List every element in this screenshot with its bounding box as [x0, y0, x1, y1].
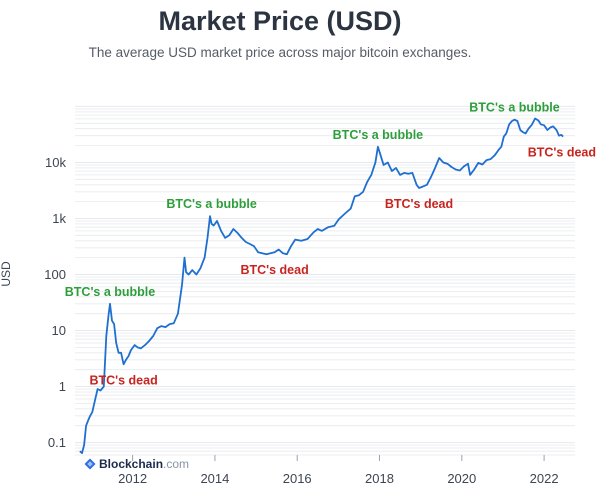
- x-tick-label: 2020: [447, 471, 476, 486]
- x-tick-label: 2012: [118, 471, 147, 486]
- blockchain-branding[interactable]: Blockchain .com: [84, 457, 189, 471]
- x-tick-label: 2022: [530, 471, 559, 486]
- y-tick-label: 100: [44, 267, 66, 282]
- annotation-bubble: BTC's a bubble: [166, 197, 257, 211]
- chart-title: Market Price (USD): [158, 6, 402, 36]
- x-tick-label: 2014: [200, 471, 229, 486]
- price-line: [79, 117, 564, 454]
- annotation-dead: BTC's dead: [240, 263, 308, 277]
- y-axis-label: USD: [0, 261, 13, 287]
- annotations: BTC's a bubble BTC's dead BTC's a bubble BT…: [65, 101, 596, 388]
- annotation-bubble: BTC's a bubble: [333, 128, 424, 142]
- annotation-dead: BTC's dead: [385, 197, 453, 211]
- annotation-dead: BTC's dead: [89, 373, 157, 387]
- y-tick-label: 10: [52, 323, 66, 338]
- brand-tld: .com: [163, 457, 190, 471]
- y-tick-label: 1: [59, 379, 66, 394]
- y-tick-label: 1k: [52, 211, 66, 226]
- y-tick-label: 0.1: [48, 435, 66, 450]
- blockchain-logo-icon: [84, 458, 96, 470]
- x-axis-ticks: 2012 2014 2016 2018 2020 2022: [118, 455, 559, 486]
- grid-lines: [75, 105, 575, 456]
- annotation-bubble: BTC's a bubble: [469, 101, 560, 115]
- x-tick-label: 2016: [283, 471, 312, 486]
- price-series: [79, 117, 564, 454]
- y-axis-ticks: 0.1 1 10 100 1k 10k: [44, 155, 66, 450]
- annotation-bubble: BTC's a bubble: [65, 285, 156, 299]
- annotation-dead: BTC's dead: [528, 146, 596, 160]
- x-tick-label: 2018: [365, 471, 394, 486]
- brand-name: Blockchain: [99, 457, 164, 471]
- chart-subtitle: The average USD market price across majo…: [88, 45, 472, 60]
- y-tick-label: 10k: [45, 155, 66, 170]
